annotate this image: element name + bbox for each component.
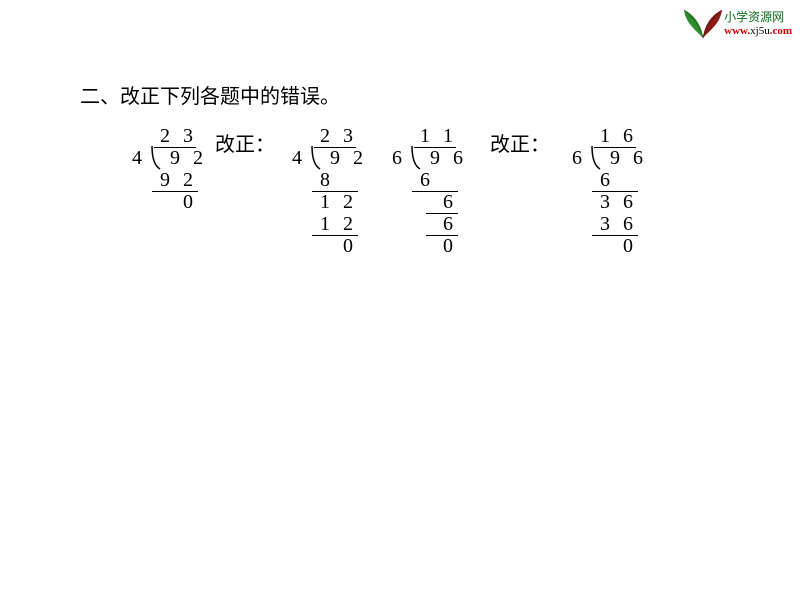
logo-title: 小学资源网 [724, 11, 792, 24]
work-digit: 9 [156, 169, 174, 191]
work-digit: 2 [339, 191, 357, 213]
leaf-icon [682, 6, 724, 42]
correction-label-2: 改正： [490, 128, 550, 157]
work-digit: 3 [596, 213, 614, 235]
work-digit: 0 [439, 235, 457, 257]
quotient-digit: 1 [596, 125, 614, 147]
quotient-digit: 2 [156, 125, 174, 147]
quotient-digit: 2 [316, 125, 334, 147]
divisor-digit: 4 [130, 147, 144, 169]
dividend-digit: 2 [349, 147, 367, 169]
dividend-digit: 9 [426, 147, 444, 169]
problem-2-wrong: 1 1 6 9 6 6 6 6 0 [390, 125, 467, 257]
site-logo: 小学资源网 www.xj5u.com [682, 6, 792, 42]
work-digit: 6 [416, 169, 434, 191]
dividend-digit: 2 [189, 147, 207, 169]
work-digit: 0 [339, 235, 357, 257]
problem-1-correct: 2 3 4 9 2 8 1 2 1 2 0 [290, 125, 367, 257]
work-digit: 2 [339, 213, 357, 235]
dividend-digit: 9 [326, 147, 344, 169]
dividend-digit: 6 [449, 147, 467, 169]
work-digit: 1 [316, 213, 334, 235]
work-digit: 3 [596, 191, 614, 213]
correction-label-1: 改正： [215, 128, 275, 157]
dividend-digit: 9 [166, 147, 184, 169]
divisor-digit: 6 [570, 147, 584, 169]
quotient-digit: 1 [439, 125, 457, 147]
logo-url: www.xj5u.com [724, 25, 792, 37]
work-digit: 6 [596, 169, 614, 191]
divisor-digit: 6 [390, 147, 404, 169]
work-digit: 0 [179, 191, 197, 213]
work-digit: 1 [316, 191, 334, 213]
quotient-digit: 6 [619, 125, 637, 147]
dividend-digit: 9 [606, 147, 624, 169]
section-title: 二、改正下列各题中的错误。 [80, 80, 340, 109]
work-digit: 8 [316, 169, 334, 191]
quotient-digit: 1 [416, 125, 434, 147]
work-digit: 2 [179, 169, 197, 191]
work-digit: 6 [439, 213, 457, 235]
work-digit: 6 [619, 191, 637, 213]
divisor-digit: 4 [290, 147, 304, 169]
dividend-digit: 6 [629, 147, 647, 169]
work-digit: 0 [619, 235, 637, 257]
quotient-digit: 3 [339, 125, 357, 147]
work-digit: 6 [439, 191, 457, 213]
quotient-digit: 3 [179, 125, 197, 147]
problem-1-wrong: 2 3 4 9 2 9 2 0 [130, 125, 207, 213]
problem-2-correct: 1 6 6 9 6 6 3 6 3 6 0 [570, 125, 647, 257]
work-digit: 6 [619, 213, 637, 235]
